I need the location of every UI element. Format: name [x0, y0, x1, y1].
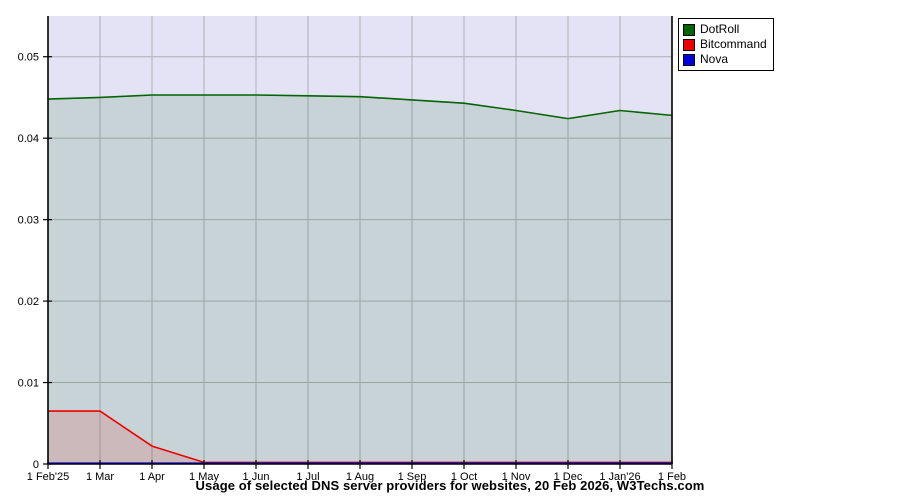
svg-text:1 Dec: 1 Dec [554, 471, 583, 483]
svg-text:1 Jun: 1 Jun [243, 471, 270, 483]
svg-text:1 Aug: 1 Aug [346, 471, 374, 483]
svg-text:1 Jan'26: 1 Jan'26 [599, 471, 640, 483]
svg-text:0.05: 0.05 [18, 52, 39, 64]
svg-text:1 Nov: 1 Nov [502, 471, 531, 483]
legend-swatch-nova [683, 53, 695, 66]
x-axis-ticks [47, 460, 673, 469]
svg-text:1 Jul: 1 Jul [296, 471, 319, 483]
svg-text:0.01: 0.01 [18, 378, 39, 390]
chart-legend: DotRoll Bitcommand Nova [678, 18, 774, 71]
svg-text:1 Mar: 1 Mar [86, 471, 114, 483]
legend-item-bitcommand: Bitcommand [683, 37, 767, 52]
x-gridlines [99, 16, 673, 464]
svg-text:1 Oct: 1 Oct [451, 471, 477, 483]
legend-swatch-dotroll [683, 23, 695, 36]
y-axis-tick-labels: 0 0.01 0.02 0.03 0.04 0.05 [18, 52, 39, 471]
legend-swatch-bitcommand [683, 38, 695, 51]
x-axis-tick-labels: 1 Feb'25 1 Mar 1 Apr 1 May 1 Jun 1 Jul 1 Aug 1 … [27, 471, 686, 483]
legend-item-nova: Nova [683, 52, 767, 67]
legend-label-bitcommand: Bitcommand [700, 37, 767, 51]
area-bitcommand [48, 411, 672, 464]
legend-item-dotroll: DotRoll [683, 22, 767, 37]
svg-text:1 Feb'25: 1 Feb'25 [27, 471, 69, 483]
svg-text:1 Apr: 1 Apr [139, 471, 165, 483]
legend-label-nova: Nova [700, 52, 729, 66]
area-dotroll [48, 95, 672, 464]
svg-text:1 May: 1 May [189, 471, 219, 483]
svg-text:0.04: 0.04 [18, 133, 39, 145]
legend-label-dotroll: DotRoll [700, 22, 740, 36]
series-area-fills [48, 95, 672, 464]
svg-text:1 Feb: 1 Feb [658, 471, 686, 483]
svg-text:1 Sep: 1 Sep [398, 471, 427, 483]
svg-text:0: 0 [33, 459, 39, 471]
svg-text:0.02: 0.02 [18, 296, 39, 308]
chart-caption: Usage of selected DNS server providers f… [195, 478, 705, 493]
svg-text:0.03: 0.03 [18, 215, 39, 227]
line-dotroll [47, 94, 673, 120]
